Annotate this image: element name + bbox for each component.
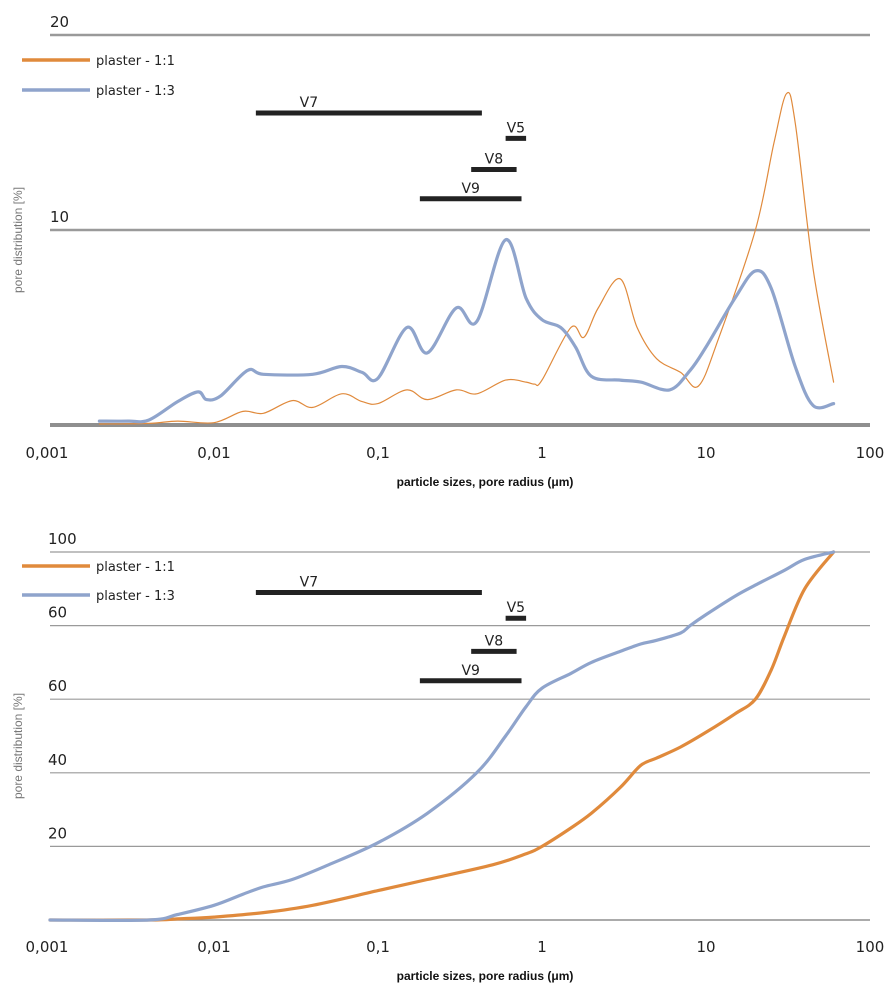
range-bar-label: V8 xyxy=(485,152,503,168)
series-line-plaster-1-1 xyxy=(98,92,835,425)
range-bar-label: V9 xyxy=(461,181,479,197)
range-bar-label: V7 xyxy=(300,95,318,111)
x-tick-label: 1 xyxy=(537,444,547,462)
x-tick-label: 0,01 xyxy=(197,938,230,956)
x-tick-label: 100 xyxy=(856,444,885,462)
x-axis-title: particle sizes, pore radius (μm) xyxy=(397,475,574,489)
y-tick-label: 20 xyxy=(50,13,69,31)
x-tick-label: 10 xyxy=(696,938,715,956)
y-tick-label: 60 xyxy=(48,677,67,695)
range-bar-label: V5 xyxy=(507,120,525,136)
y-tick-label: 60 xyxy=(48,604,67,622)
series-line-plaster-1-3 xyxy=(48,550,836,922)
range-bar-label: V9 xyxy=(461,663,479,679)
x-tick-label: 0,1 xyxy=(366,444,390,462)
y-tick-label: 100 xyxy=(48,530,77,548)
series-line-plaster-1-1 xyxy=(48,550,836,922)
x-tick-label: 100 xyxy=(856,938,885,956)
x-axis-title: particle sizes, pore radius (μm) xyxy=(397,969,574,983)
x-tick-label: 10 xyxy=(696,444,715,462)
x-tick-label: 0,01 xyxy=(197,444,230,462)
y-axis-title: pore distribution [%] xyxy=(11,187,25,293)
range-bar-label: V5 xyxy=(507,600,525,616)
series-line-plaster-1-3 xyxy=(97,238,836,424)
legend-label: plaster - 1:3 xyxy=(96,84,175,99)
x-tick-label: 1 xyxy=(537,938,547,956)
range-bar-label: V7 xyxy=(300,574,318,590)
y-tick-label: 20 xyxy=(48,824,67,842)
range-bar-label: V8 xyxy=(485,633,503,649)
legend-label: plaster - 1:3 xyxy=(96,589,175,604)
x-tick-label: 0,1 xyxy=(366,938,390,956)
x-tick-label: 0,001 xyxy=(26,938,69,956)
legend-label: plaster - 1:1 xyxy=(96,54,175,69)
x-tick-label: 0,001 xyxy=(26,444,69,462)
y-axis-title: pore distribution [%] xyxy=(11,693,25,799)
legend-label: plaster - 1:1 xyxy=(96,560,175,575)
y-tick-label: 10 xyxy=(50,208,69,226)
y-tick-label: 40 xyxy=(48,751,67,769)
